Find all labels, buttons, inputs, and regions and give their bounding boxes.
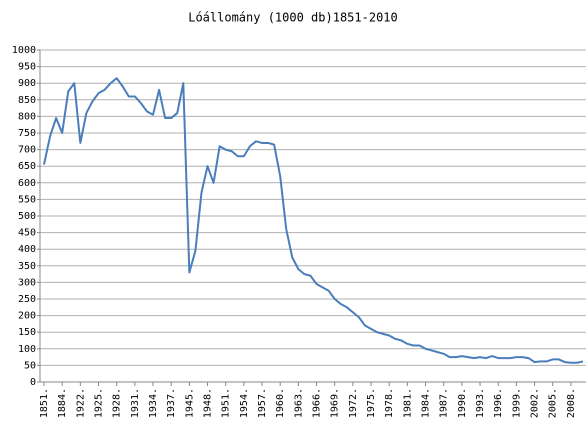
chart-title: Lóállomány (1000 db)1851-2010 xyxy=(188,11,398,25)
x-tick-label: 1981. xyxy=(402,388,413,418)
x-tick-label: 1922. xyxy=(75,388,86,418)
x-tick-label: 2005. xyxy=(548,388,559,418)
y-tick-label: 0 xyxy=(30,377,36,388)
data-line xyxy=(43,77,584,364)
x-tick-label: 1934. xyxy=(148,388,159,418)
y-tick-label: 200 xyxy=(18,311,36,322)
x-tick-label: 1937. xyxy=(166,388,177,418)
x-tick-label: 2008. xyxy=(566,388,577,418)
y-tick-label: 750 xyxy=(18,128,36,139)
y-tick-label: 150 xyxy=(18,327,36,338)
x-tick-label: 1975. xyxy=(366,388,377,418)
y-tick-label: 250 xyxy=(18,294,36,305)
y-tick-label: 850 xyxy=(18,95,36,106)
x-tick-label: 1966. xyxy=(312,388,323,418)
y-tick-label: 800 xyxy=(18,111,36,122)
y-tick-label: 450 xyxy=(18,228,36,239)
x-tick-label: 1972. xyxy=(348,388,359,418)
y-tick-label: 1000 xyxy=(12,45,36,56)
x-tick-label: 1984. xyxy=(421,388,432,418)
x-tick-label: 1925. xyxy=(94,388,105,418)
x-tick-label: 1954. xyxy=(239,388,250,418)
x-tick-label: 1999. xyxy=(511,388,522,418)
x-tick-label: 1948. xyxy=(203,388,214,418)
x-tick-label: 1957. xyxy=(257,388,268,418)
x-tick-label: 1993. xyxy=(475,388,486,418)
x-tick-label: 1884. xyxy=(57,388,68,418)
x-tick-label: 1996. xyxy=(493,388,504,418)
y-tick-label: 500 xyxy=(18,211,36,222)
y-tick-label: 400 xyxy=(18,244,36,255)
x-tick-label: 1945. xyxy=(184,388,195,418)
y-tick-label: 650 xyxy=(18,161,36,172)
x-tick-label: 1931. xyxy=(130,388,141,418)
x-tick-label: 1990. xyxy=(457,388,468,418)
y-tick-label: 950 xyxy=(18,62,36,73)
y-tick-label: 100 xyxy=(18,344,36,355)
y-tick-label: 50 xyxy=(24,360,36,371)
x-tick-label: 1960. xyxy=(275,388,286,418)
x-tick-label: 1928. xyxy=(112,388,123,418)
x-tick-label: 1963. xyxy=(293,388,304,418)
y-tick-label: 550 xyxy=(18,194,36,205)
x-tick-label: 1987. xyxy=(439,388,450,418)
x-tick-label: 1951. xyxy=(221,388,232,418)
x-tick-label: 1978. xyxy=(384,388,395,418)
y-tick-label: 600 xyxy=(18,178,36,189)
x-tick-label: 2002. xyxy=(530,388,541,418)
x-tick-label: 1851. xyxy=(39,388,50,418)
y-tick-label: 900 xyxy=(18,78,36,89)
y-tick-label: 300 xyxy=(18,277,36,288)
y-tick-label: 700 xyxy=(18,145,36,156)
x-tick-label: 1969. xyxy=(330,388,341,418)
y-tick-label: 350 xyxy=(18,261,36,272)
